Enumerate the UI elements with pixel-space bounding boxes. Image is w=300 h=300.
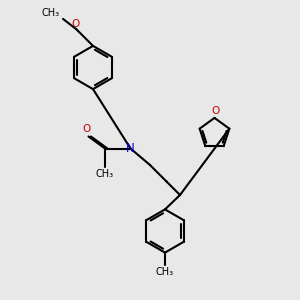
Text: CH₃: CH₃ [96, 169, 114, 179]
Text: N: N [126, 142, 135, 155]
Text: O: O [82, 124, 90, 134]
Text: O: O [71, 19, 79, 29]
Text: CH₃: CH₃ [156, 267, 174, 277]
Text: O: O [211, 106, 219, 116]
Text: CH₃: CH₃ [42, 8, 60, 18]
